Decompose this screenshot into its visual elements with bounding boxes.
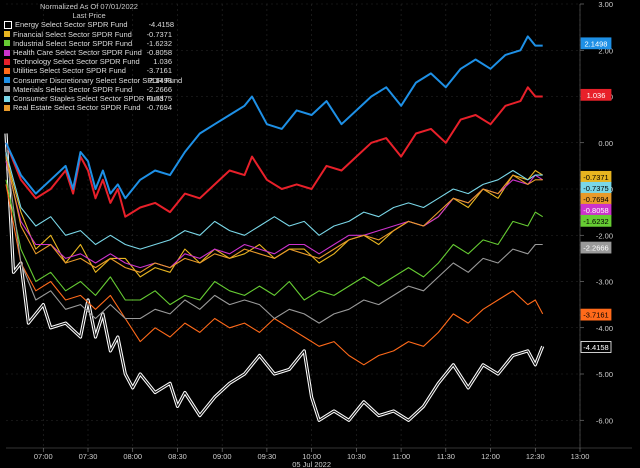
legend-swatch (4, 21, 12, 29)
last-price-tag-label: -0.7694 (583, 195, 608, 204)
legend-subheader: Last Price (72, 11, 106, 21)
legend: Normalized As Of 07/01/2022 Last Price E… (4, 2, 183, 112)
last-price-tags: 2.1498 1.036 -0.7371 -0.7375 -0.7694 -0.8058 -… (580, 37, 612, 353)
legend-series-value: -2.2666 (146, 84, 172, 94)
series-line (5, 35, 543, 200)
legend-series-name: Materials Select Sector SPDR Fund (13, 84, 133, 94)
x-tick-label: 10:00 (302, 452, 321, 461)
x-axis: 07:00 07:30 08:00 08:30 09:00 09:30 10:00 10:30… (6, 447, 632, 468)
x-tick-label: 07:30 (79, 452, 98, 461)
series-line (5, 184, 544, 366)
legend-item: Consumer Discretionary Select Sector SPD… (4, 75, 183, 85)
x-tick-label: 10:30 (347, 452, 366, 461)
x-tick-label: 11:00 (392, 452, 410, 461)
legend-series-value: -0.7375 (146, 94, 172, 104)
legend-series-value: -1.6232 (146, 38, 172, 48)
legend-series-value: -0.7694 (146, 103, 172, 113)
legend-item: Financial Select Sector SPDR Fund -0.7371 (4, 30, 174, 39)
x-tick-label: 07:00 (34, 452, 53, 461)
series-line (5, 133, 544, 421)
last-price-tag-label: -1.6232 (583, 217, 608, 226)
y-tick-label: -6.00 (596, 416, 613, 425)
legend-swatch (4, 77, 10, 84)
x-tick-label: 09:00 (213, 452, 232, 461)
x-tick-label: 13:00 (571, 452, 590, 461)
legend-swatch (4, 95, 10, 102)
last-price-tag (580, 308, 612, 321)
legend-series-name: Real Estate Select Sector SPDR Fund (13, 103, 141, 113)
legend-item: Real Estate Select Sector SPDR Fund -0.76… (4, 103, 174, 112)
last-price-tag (580, 214, 612, 227)
legend-swatch (4, 49, 10, 56)
last-price-tag (580, 341, 612, 353)
y-tick-label: -5.00 (596, 370, 613, 379)
last-price-tag-label: 1.036 (587, 91, 606, 100)
legend-swatch (4, 104, 10, 111)
legend-item: Technology Select Sector SPDR Fund 1.036 (4, 57, 174, 66)
series-line (5, 86, 543, 218)
legend-series-value: -0.8058 (146, 48, 172, 58)
y-tick-label: -2.00 (596, 231, 613, 240)
last-price-tag (580, 37, 612, 50)
legend-item: Energy Select Sector SPDR Fund -4.4158 (4, 20, 174, 29)
x-tick-label: 09:30 (258, 452, 277, 461)
last-price-tag-label: -0.7375 (583, 184, 608, 193)
legend-series-name: Energy Select Sector SPDR Fund (15, 20, 128, 30)
legend-series-name: Consumer Staples Select Sector SPDR Fund (13, 94, 164, 104)
legend-swatch (4, 58, 10, 65)
legend-series-name: Health Care Select Sector SPDR Fund (13, 48, 142, 58)
y-tick-label: 3.00 (598, 0, 613, 9)
x-tick-label: 11:30 (437, 452, 455, 461)
series-group (4, 35, 545, 422)
last-price-tag-label: -4.4158 (583, 343, 608, 352)
legend-header: Normalized As Of 07/01/2022 (40, 2, 138, 11)
y-tick-label: 2.00 (598, 46, 613, 55)
legend-swatch (4, 86, 10, 93)
legend-series-value: -0.7371 (146, 29, 172, 39)
last-price-tag-label: -0.7371 (583, 173, 608, 182)
legend-swatch (4, 68, 10, 75)
x-tick-label: 12:00 (481, 452, 500, 461)
legend-item: Industrial Select Sector SPDR Fund -1.623… (4, 39, 174, 48)
legend-swatch (4, 31, 10, 38)
last-price-tag-label: -3.7161 (583, 311, 608, 320)
legend-item: Materials Select Sector SPDR Fund -2.2666 (4, 85, 174, 94)
legend-series-value: 1.036 (153, 57, 172, 67)
last-price-tag-label: -0.8058 (583, 206, 608, 215)
legend-item: Consumer Staples Select Sector SPDR Fund… (4, 94, 174, 103)
legend-series-name: Financial Select Sector SPDR Fund (13, 29, 132, 39)
last-price-tag-label: 2.1498 (585, 39, 608, 48)
legend-swatch (4, 40, 10, 47)
x-axis-label: 05 Jul 2022 (292, 460, 331, 468)
series-line (5, 179, 543, 306)
legend-series-value: -3.7161 (146, 66, 172, 76)
legend-series-name: Consumer Discretionary Select Sector SPD… (13, 75, 183, 85)
legend-series-name: Industrial Select Sector SPDR Fund (13, 38, 133, 48)
series-line (5, 151, 543, 250)
y-tick-label: -3.00 (596, 278, 613, 287)
legend-item: Utilities Select Sector SPDR Fund -3.7161 (4, 66, 174, 75)
legend-series-name: Utilities Select Sector SPDR Fund (13, 66, 126, 76)
series-line (5, 156, 543, 273)
x-tick-label: 08:30 (168, 452, 187, 461)
legend-series-value: 2.1498 (149, 75, 172, 85)
last-price-tag (580, 241, 612, 254)
y-tick-label: -4.00 (596, 324, 613, 333)
series-line (5, 151, 543, 324)
x-tick-label: 12:30 (526, 452, 545, 461)
legend-item: Health Care Select Sector SPDR Fund -0.80… (4, 48, 174, 57)
last-price-tag-label: -2.2666 (583, 244, 608, 253)
x-tick-label: 08:00 (123, 452, 142, 461)
last-price-tag (580, 88, 612, 101)
y-tick-label: 0.00 (598, 139, 613, 148)
legend-rows: Energy Select Sector SPDR Fund -4.4158 Fin… (4, 20, 183, 112)
legend-series-name: Technology Select Sector SPDR Fund (13, 57, 140, 67)
legend-series-value: -4.4158 (148, 20, 174, 30)
